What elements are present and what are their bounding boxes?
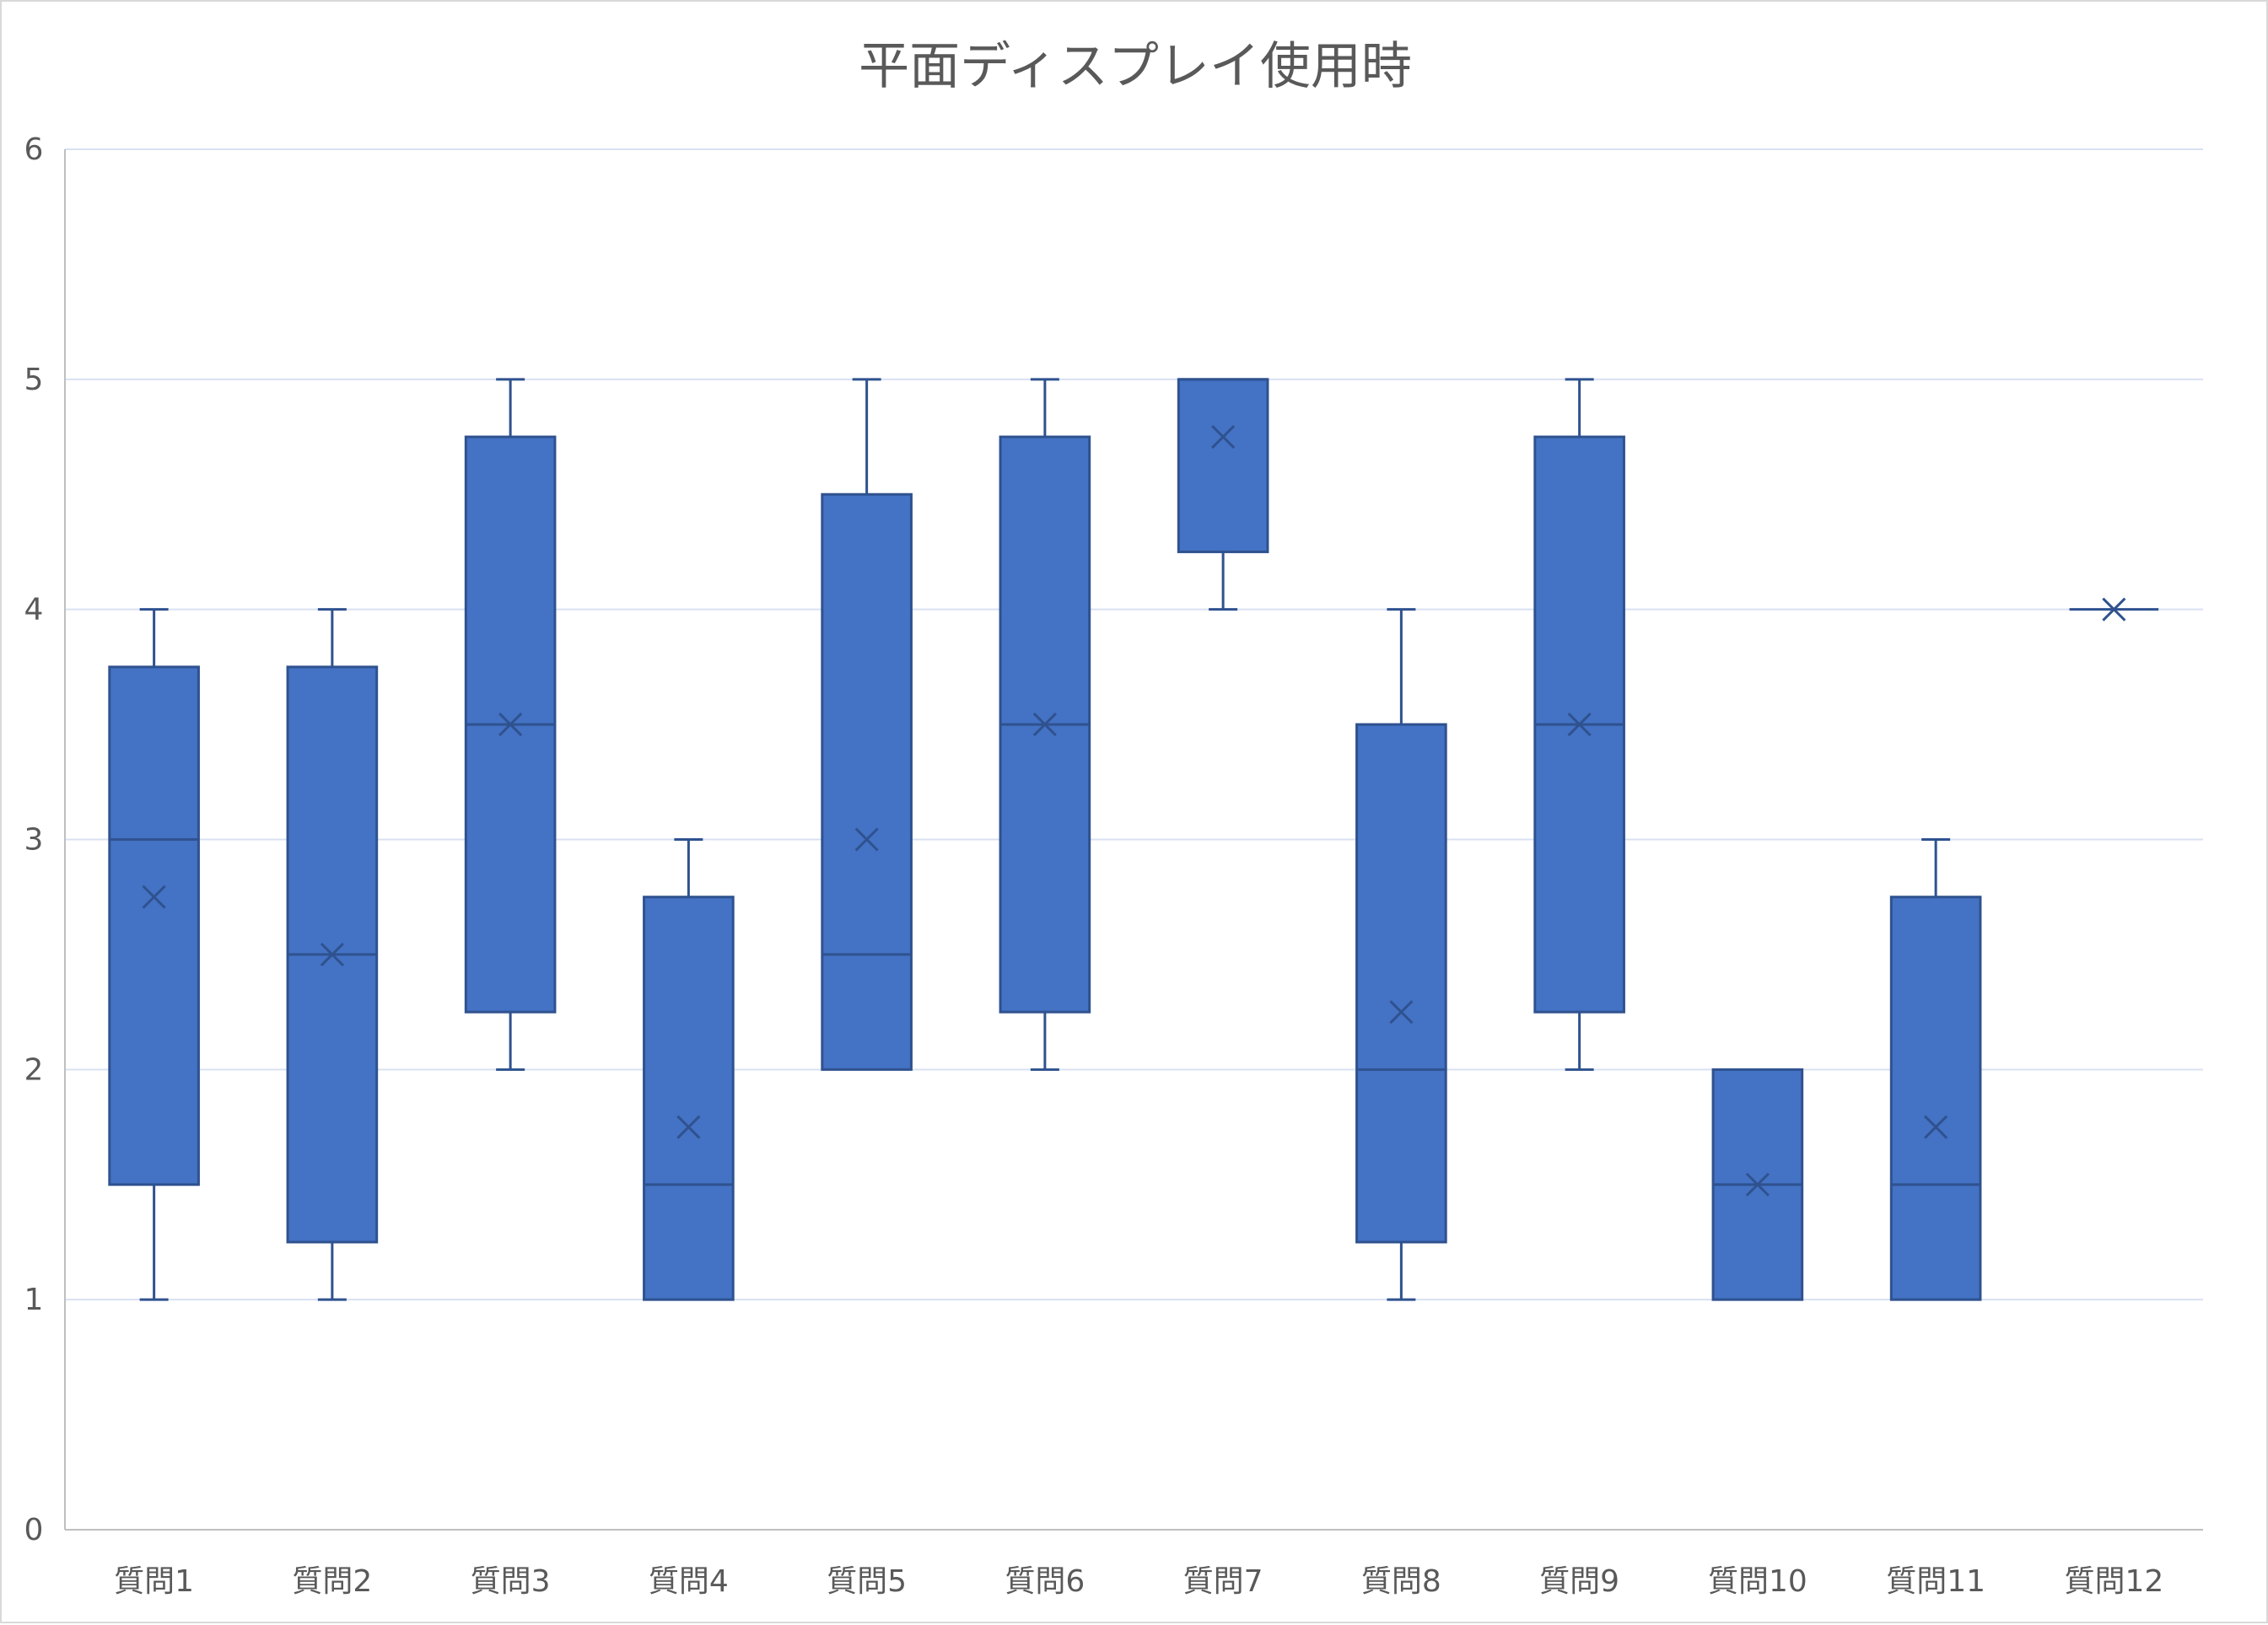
box-質問9	[1533, 378, 1625, 1071]
box-body	[108, 665, 200, 1186]
x-category-label-11: 質問11	[1886, 1564, 1985, 1599]
mean-marker-b	[1211, 424, 1236, 449]
box-body	[643, 896, 735, 1301]
box-body	[1355, 723, 1447, 1244]
x-category-label-4: 質問4	[649, 1564, 729, 1599]
x-category-label-7: 質問7	[1183, 1564, 1263, 1599]
mean-marker-b	[1745, 1172, 1770, 1197]
mean-marker-b	[2102, 597, 2126, 621]
y-tick-label-3: 3	[24, 823, 44, 858]
mean-marker-b	[1567, 713, 1592, 737]
mean-marker-b	[854, 827, 879, 852]
box-series	[108, 378, 2159, 1301]
y-tick-label-0: 0	[24, 1513, 44, 1547]
mean-marker-b	[1924, 1115, 1948, 1139]
x-category-label-9: 質問9	[1539, 1564, 1619, 1599]
box-質問10	[1711, 1068, 1804, 1301]
x-category-label-12: 質問12	[2064, 1564, 2163, 1599]
axes	[64, 149, 2203, 1531]
mean-marker-b	[1032, 713, 1057, 737]
y-tick-label-2: 2	[24, 1052, 44, 1087]
mean-marker-b	[142, 885, 166, 909]
y-tick-label-5: 5	[24, 363, 44, 397]
x-category-label-3: 質問3	[471, 1564, 551, 1599]
y-tick-label-1: 1	[24, 1283, 44, 1317]
x-category-label-2: 質問2	[292, 1564, 372, 1599]
chart-title: 平面ディスプレイ使用時	[859, 37, 1412, 96]
x-category-label-10: 質問10	[1708, 1564, 1807, 1599]
box-質問8	[1355, 608, 1447, 1301]
x-category-label-8: 質問8	[1361, 1564, 1441, 1599]
mean-marker-b	[320, 942, 344, 966]
box-質問2	[286, 608, 379, 1301]
box-質問1	[108, 608, 200, 1301]
box-body	[1889, 896, 1982, 1301]
y-axis-tick-labels: 0 1 2 3 4 5 6	[24, 132, 44, 1547]
box-質問11	[1889, 838, 1982, 1301]
x-axis-category-labels: 質問1 質問2 質問3 質問4 質問5 質問6 質問7 質問8 質問9 質問10 質問11 質問12	[114, 1564, 2163, 1599]
y-tick-label-6: 6	[24, 132, 44, 167]
box-質問12	[2069, 597, 2159, 621]
box-body	[821, 492, 913, 1071]
gridlines	[65, 148, 2203, 1301]
x-category-label-6: 質問6	[1005, 1564, 1085, 1599]
box-body	[1177, 378, 1269, 553]
mean-marker-b	[1389, 1000, 1414, 1025]
box-質問6	[999, 378, 1091, 1071]
mean-marker-b	[498, 713, 523, 737]
y-tick-label-4: 4	[24, 593, 44, 627]
x-category-label-5: 質問5	[827, 1564, 907, 1599]
box-質問5	[821, 378, 913, 1071]
box-質問4	[643, 838, 735, 1301]
mean-marker-b	[676, 1115, 701, 1139]
box-質問7	[1177, 378, 1269, 611]
box-質問3	[464, 378, 557, 1071]
x-category-label-1: 質問1	[114, 1564, 194, 1599]
